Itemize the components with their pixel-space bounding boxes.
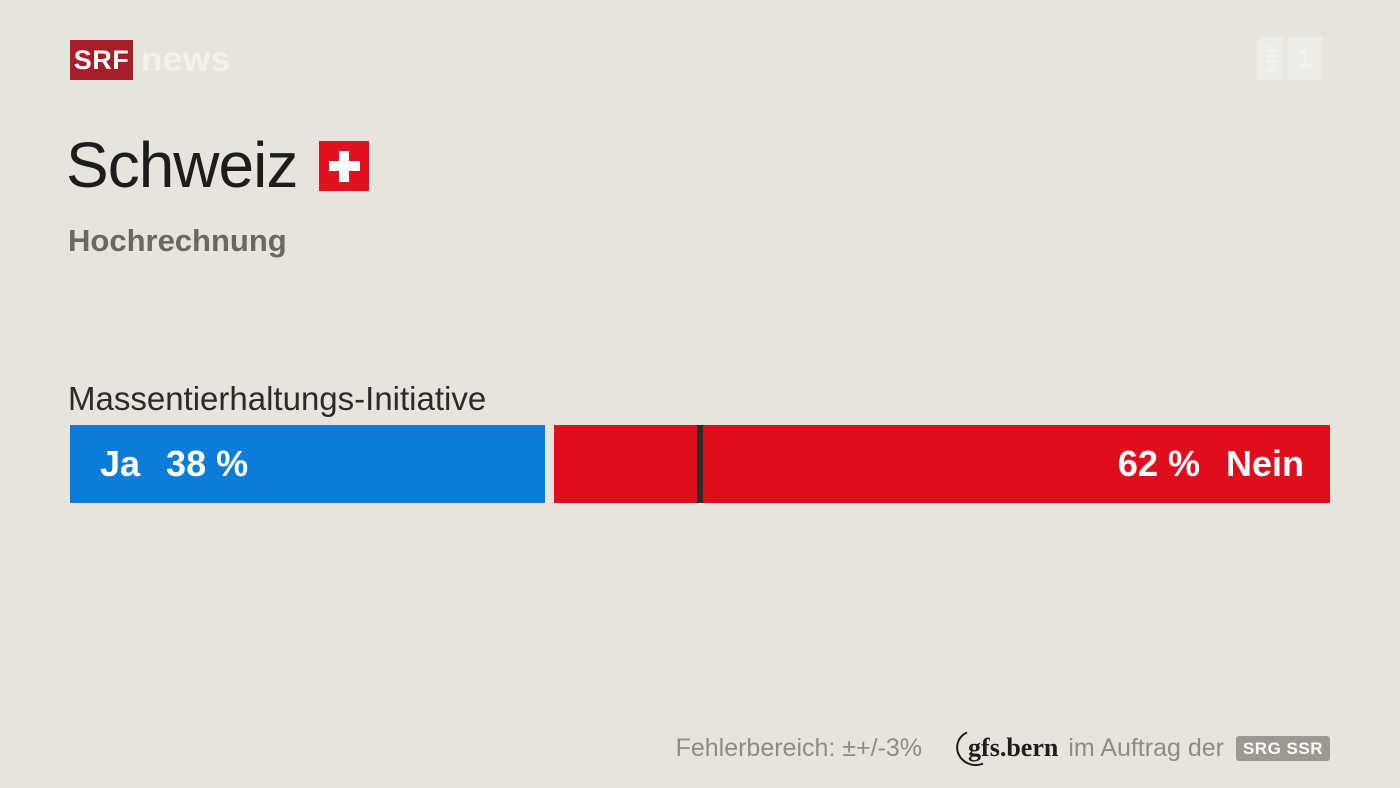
subtitle: Hochrechnung <box>68 223 287 258</box>
bar-nein-label: 62 % Nein <box>1118 443 1330 485</box>
watermark-srf-text: SRF <box>1263 44 1279 73</box>
news-wordmark: news <box>141 40 231 79</box>
watermark-srf-box: SRF <box>1259 37 1283 80</box>
majority-marker <box>697 425 703 503</box>
commission-text: im Auftrag der <box>1068 733 1224 762</box>
srg-ssr-badge: SRG SSR <box>1235 735 1330 761</box>
channel-watermark: SRF 1 <box>1259 37 1322 80</box>
page-title: Schweiz <box>66 129 298 201</box>
bar-ja-name: Ja <box>100 443 141 484</box>
gfs-bern-logo: gfs.bern <box>951 724 1059 772</box>
chart-title: Massentierhaltungs-Initiative <box>68 380 487 417</box>
bar-ja: Ja 38 % <box>70 425 546 503</box>
gfs-bern-text: gfs.bern <box>968 733 1059 762</box>
bar-ja-label: Ja 38 % <box>70 443 248 485</box>
bar-ja-value: 38 % <box>166 443 249 484</box>
srf-logo: SRF <box>70 40 133 80</box>
watermark-channel-one-text: 1 <box>1297 43 1313 73</box>
title-row: Schweiz <box>66 129 370 201</box>
watermark-channel-one-box: 1 <box>1288 37 1322 80</box>
bar-nein-name: Nein <box>1225 443 1304 484</box>
bar-nein: 62 % Nein <box>554 425 1330 503</box>
bar-nein-value: 62 % <box>1117 443 1200 484</box>
bar-track: Ja 38 % 62 % Nein <box>70 425 1330 503</box>
error-range-note: Fehlerbereich: ±+/-3% <box>675 733 923 762</box>
srf-logo-text: SRF <box>73 44 130 75</box>
flag-cross-vertical <box>339 150 350 182</box>
footer: Fehlerbereich: ±+/-3% gfs.bern im Auftra… <box>675 724 1330 772</box>
swiss-flag-icon <box>319 141 370 192</box>
gfs-circle-icon <box>951 724 1000 772</box>
srf-news-logo: SRF news <box>70 40 231 80</box>
